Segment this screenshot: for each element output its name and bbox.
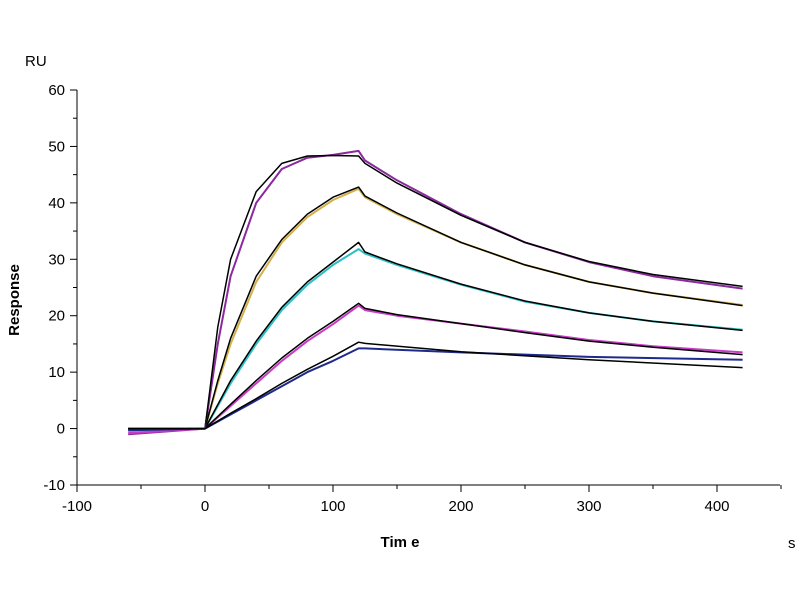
y-tick-label: 0 xyxy=(57,421,65,438)
y-tick-label: 60 xyxy=(48,82,65,99)
y-tick-label: 20 xyxy=(48,308,65,325)
series-line-fit-4 xyxy=(128,302,743,430)
series-line-fit-2 xyxy=(128,186,743,430)
y-tick-label: 30 xyxy=(48,251,65,268)
series-line-fit-1 xyxy=(128,154,743,430)
series-line-conc-4 xyxy=(128,304,743,435)
x-tick-label: 0 xyxy=(201,498,209,515)
y-axis-title: Response xyxy=(6,264,23,336)
y-tick-label: 40 xyxy=(48,195,65,212)
x-unit-label: s xyxy=(788,535,796,552)
y-tick-label: 50 xyxy=(48,138,65,155)
x-tick-label: 100 xyxy=(320,498,345,515)
x-tick-label: 400 xyxy=(704,498,729,515)
y-tick-label: 10 xyxy=(48,364,65,381)
x-tick-label: 300 xyxy=(576,498,601,515)
x-tick-label: -100 xyxy=(62,498,92,515)
x-axis-title: Tim e xyxy=(381,534,420,551)
series-line-fit-3 xyxy=(128,241,743,430)
series-line-fit-5 xyxy=(128,341,743,430)
x-tick-label: 200 xyxy=(448,498,473,515)
y-tick-label: -10 xyxy=(43,477,65,494)
series-line-conc-5 xyxy=(128,347,743,432)
y-unit-label: RU xyxy=(25,53,47,70)
